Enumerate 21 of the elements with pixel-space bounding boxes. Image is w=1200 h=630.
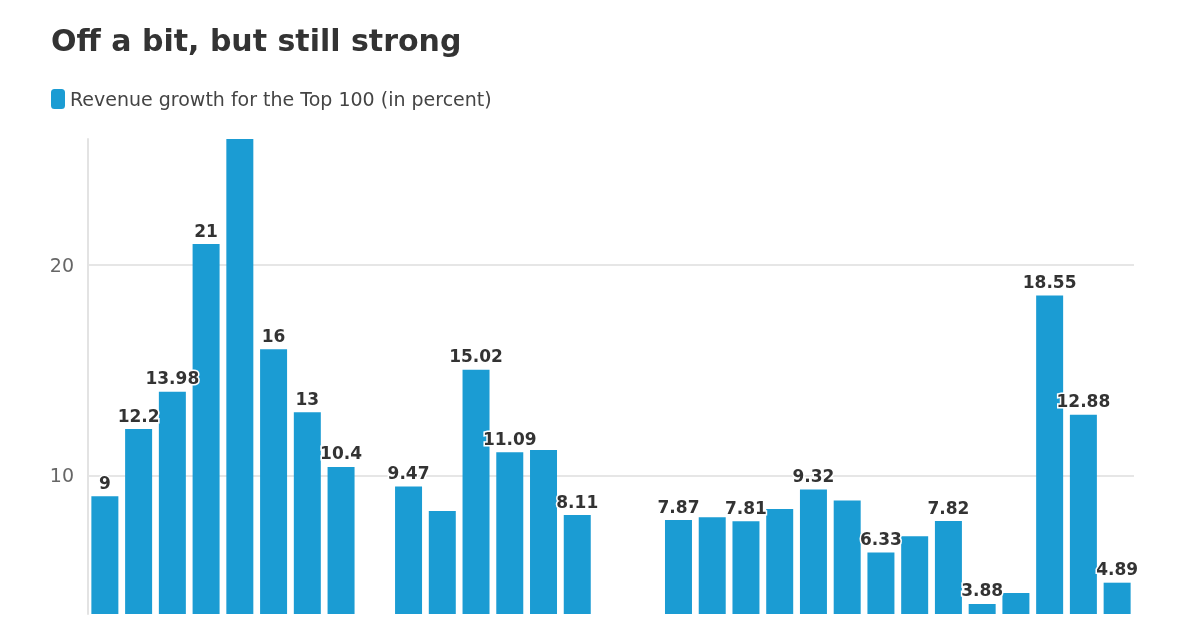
data-label: 7.81 — [724, 497, 767, 518]
data-label: 15.02 — [449, 346, 503, 367]
data-label: 7.87 — [657, 496, 700, 517]
legend-label: Revenue growth for the Top 100 (in percent) — [70, 88, 492, 110]
data-label: 9.47 — [387, 462, 430, 483]
data-label: 3.88 — [961, 580, 1004, 601]
data-label: 10.4 — [320, 443, 363, 464]
data-label: 18.55 — [1022, 272, 1077, 293]
y-tick-label: 10 — [49, 464, 74, 487]
data-label: 4.89 — [1096, 559, 1139, 580]
data-label: 6.33 — [859, 528, 902, 549]
data-label: 9 — [98, 472, 111, 493]
y-tick-label: 20 — [49, 254, 74, 277]
data-label: 21 — [194, 220, 218, 241]
data-label: 9.32 — [792, 466, 835, 487]
chart-title: Off a bit, but still strong — [51, 22, 462, 58]
data-label: 16 — [261, 325, 286, 346]
data-label: 7.82 — [927, 497, 970, 518]
data-label: 13 — [295, 388, 320, 409]
data-label: 8.11 — [556, 491, 599, 512]
data-label: 12.2 — [117, 405, 160, 426]
